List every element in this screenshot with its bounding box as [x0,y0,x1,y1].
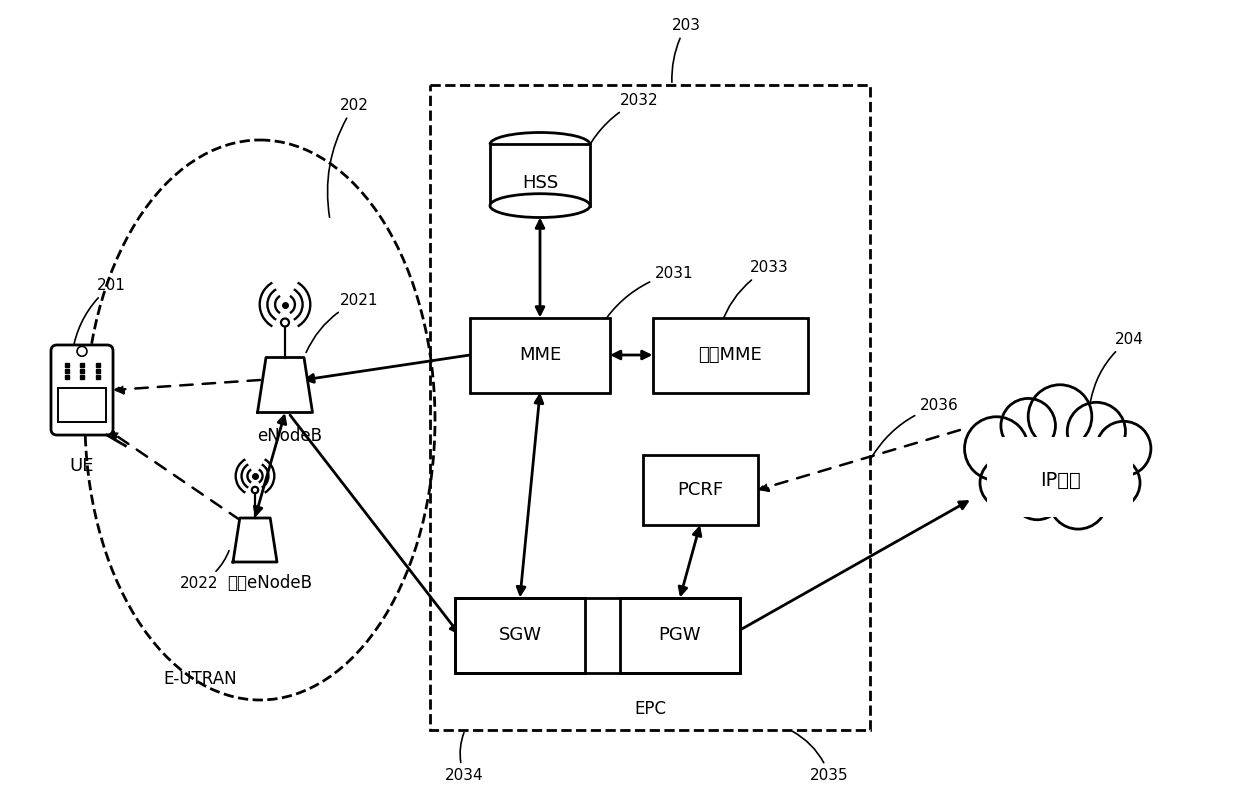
Circle shape [1012,469,1063,519]
Text: 2033: 2033 [720,260,789,325]
Text: 2022: 2022 [180,551,229,591]
Bar [987,437,1132,517]
Text: PCRF: PCRF [677,481,723,499]
Circle shape [252,487,258,493]
Text: 2036: 2036 [872,398,959,457]
Polygon shape [258,358,312,413]
Bar [430,85,870,730]
Text: EPC: EPC [634,700,666,718]
Bar [455,598,585,673]
Bar [470,318,610,393]
FancyBboxPatch shape [51,345,113,435]
Text: 2032: 2032 [582,93,658,163]
Text: 2031: 2031 [601,266,693,325]
Bar [58,388,105,422]
Circle shape [980,457,1030,508]
Text: 2034: 2034 [445,733,484,783]
Circle shape [1001,398,1055,453]
Circle shape [1068,402,1126,460]
Circle shape [281,318,289,326]
Text: eNodeB: eNodeB [258,427,322,445]
Text: 202: 202 [327,98,368,217]
Text: 203: 203 [672,18,701,82]
Bar [652,318,807,393]
Circle shape [1096,421,1151,476]
Bar [455,598,740,673]
Text: 204: 204 [1090,332,1143,401]
Text: UE: UE [69,457,94,475]
Text: IP业务: IP业务 [1039,471,1080,489]
Text: 201: 201 [72,278,126,352]
Text: MME: MME [518,346,562,364]
Bar [620,598,740,673]
Circle shape [1049,471,1107,529]
Text: 其它MME: 其它MME [698,346,761,364]
Circle shape [1089,457,1140,508]
Circle shape [1028,385,1091,448]
Ellipse shape [490,194,590,218]
Text: HSS: HSS [522,174,558,192]
Bar [490,144,590,206]
Circle shape [965,417,1028,480]
Text: PGW: PGW [658,626,702,644]
Text: E-UTRAN: E-UTRAN [164,670,237,688]
Text: SGW: SGW [498,626,542,644]
Bar [642,455,758,525]
Text: 其它eNodeB: 其它eNodeB [227,574,312,592]
Text: 2021: 2021 [306,293,378,353]
Polygon shape [233,518,277,562]
Text: 2035: 2035 [792,731,848,783]
